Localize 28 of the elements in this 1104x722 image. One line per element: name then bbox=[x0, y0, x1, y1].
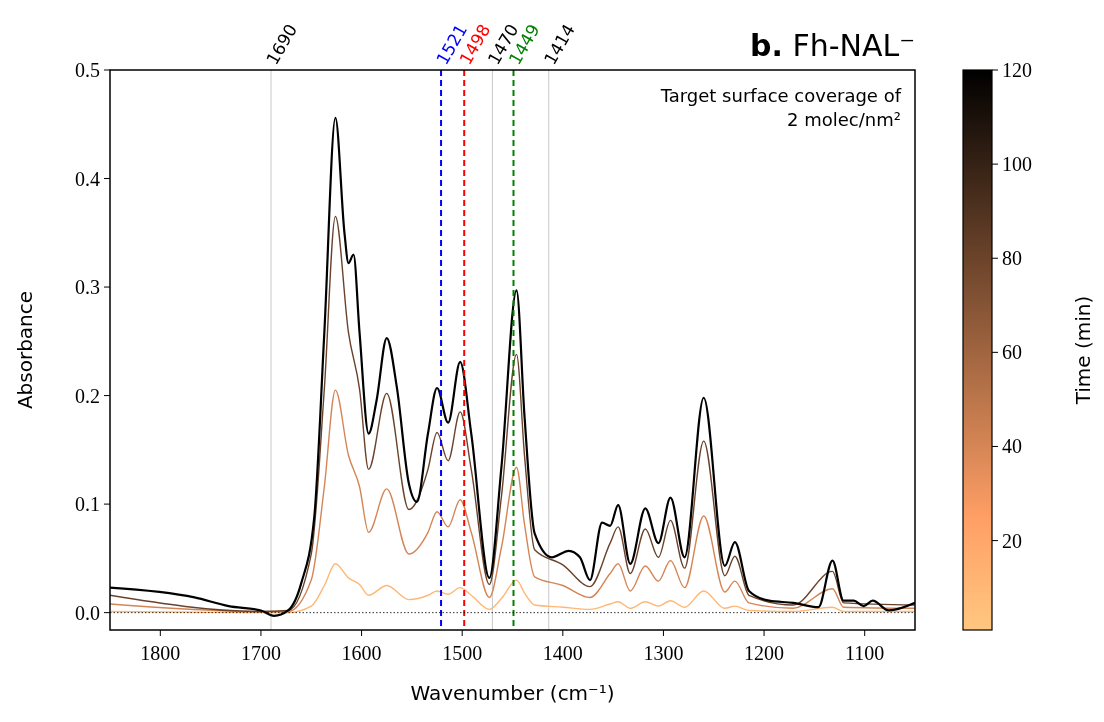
x-tick-label: 1800 bbox=[140, 642, 181, 664]
color-bar-label: 100 bbox=[1002, 153, 1032, 176]
y-tick-label: 0.3 bbox=[75, 276, 100, 299]
x-tick-label: 1500 bbox=[442, 642, 483, 664]
color-bar-title: Time (min) bbox=[1071, 295, 1095, 406]
y-tick-label: 0.5 bbox=[75, 59, 100, 81]
y-tick-label: 0.0 bbox=[75, 601, 100, 624]
annotation: Target surface coverage of 2 molec/nm² bbox=[659, 85, 902, 130]
y-tick-label: 0.1 bbox=[75, 493, 100, 516]
x-tick-label: 1100 bbox=[845, 642, 885, 664]
y-tick-label: 0.2 bbox=[75, 384, 100, 407]
color-bar-label: 80 bbox=[1002, 247, 1022, 270]
line-series bbox=[110, 215, 915, 613]
color-bar-label: 20 bbox=[1002, 529, 1022, 552]
x-axis-title: Wavenumber (cm⁻¹) bbox=[410, 681, 615, 705]
y-tick-label: 0.4 bbox=[75, 167, 100, 190]
color-bar-label: 40 bbox=[1002, 435, 1022, 458]
x-tick-label: 1200 bbox=[744, 642, 785, 664]
color-bar-label: 60 bbox=[1002, 341, 1022, 364]
color-bar-label: 120 bbox=[1002, 59, 1032, 81]
line-series bbox=[110, 389, 915, 613]
x-tick-label: 1700 bbox=[240, 642, 281, 664]
x-tick-label: 1300 bbox=[643, 642, 684, 664]
line-series bbox=[110, 563, 915, 614]
x-tick-label: 1400 bbox=[542, 642, 583, 664]
x-tick-label: 1600 bbox=[341, 642, 382, 664]
y-axis-title: Absorbance bbox=[13, 290, 37, 410]
chart-title: b. Fh-NAL⁻ bbox=[749, 28, 915, 63]
